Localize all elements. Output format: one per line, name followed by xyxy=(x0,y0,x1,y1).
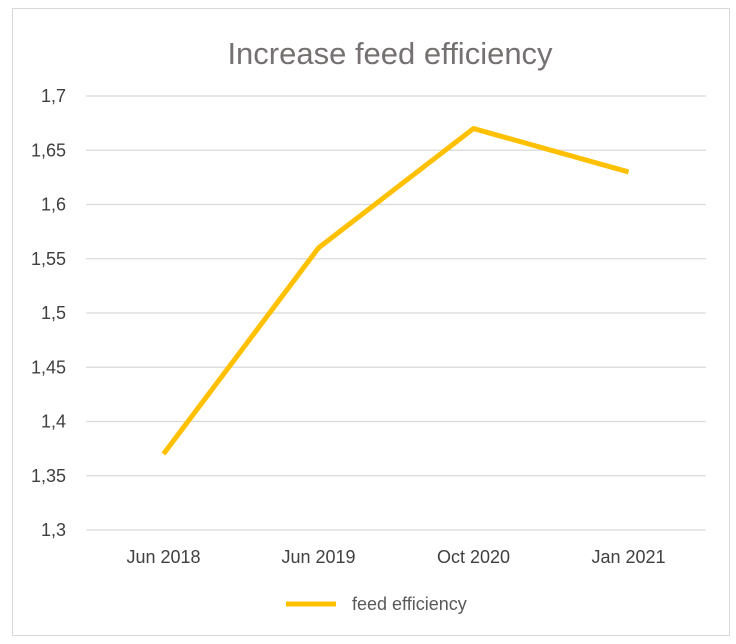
y-tick-label: 1,3 xyxy=(41,520,66,540)
x-tick-label: Jan 2021 xyxy=(591,547,665,567)
x-tick-label: Jun 2018 xyxy=(126,547,200,567)
y-tick-label: 1,6 xyxy=(41,195,66,215)
y-tick-label: 1,35 xyxy=(31,466,66,486)
y-tick-label: 1,7 xyxy=(41,86,66,106)
y-tick-label: 1,65 xyxy=(31,140,66,160)
y-tick-label: 1,4 xyxy=(41,412,66,432)
x-tick-label: Oct 2020 xyxy=(437,547,510,567)
y-tick-label: 1,5 xyxy=(41,303,66,323)
y-tick-label: 1,45 xyxy=(31,357,66,377)
chart-title: Increase feed efficiency xyxy=(227,36,553,71)
series-line-0 xyxy=(161,126,630,456)
y-tick-label: 1,55 xyxy=(31,249,66,269)
legend: feed efficiency xyxy=(286,594,467,614)
chart-frame xyxy=(12,8,730,636)
x-tick-label: Jun 2019 xyxy=(281,547,355,567)
legend-label: feed efficiency xyxy=(352,594,467,614)
